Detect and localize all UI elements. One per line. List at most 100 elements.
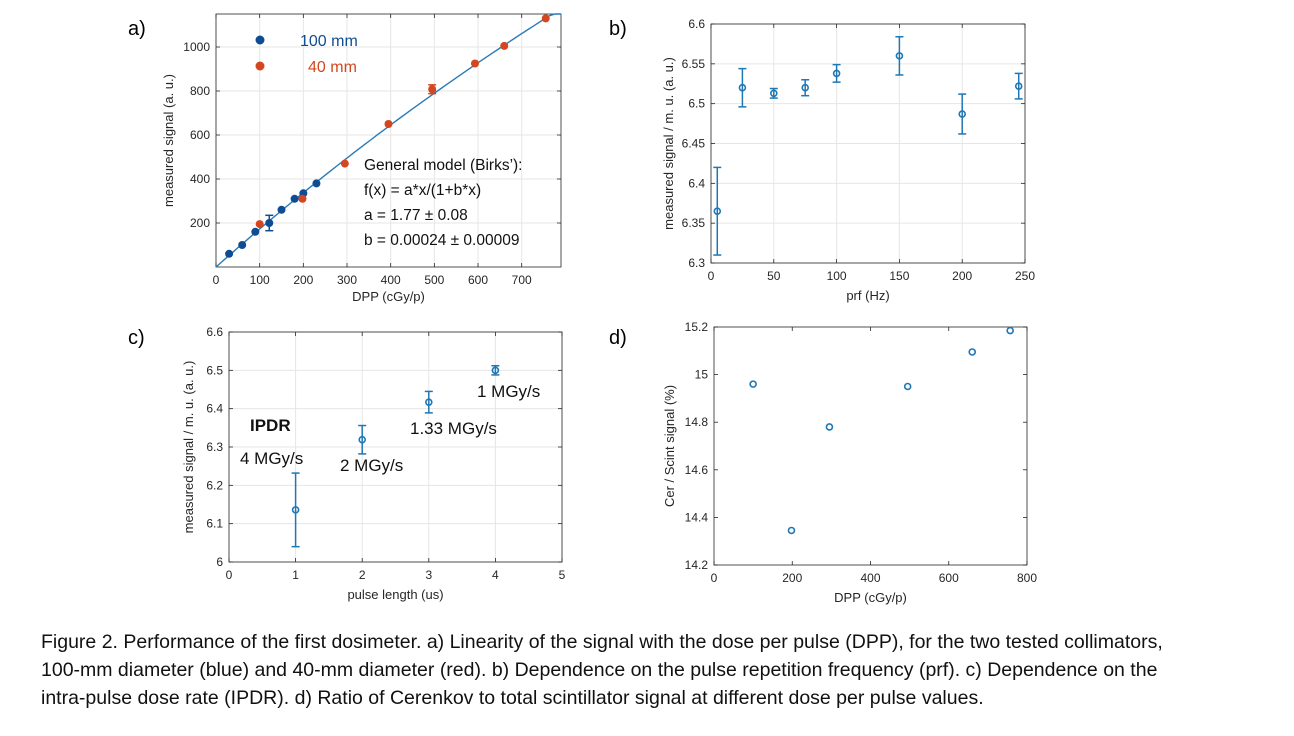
y-tick-label: 6.2 — [206, 478, 223, 492]
y-tick-label: 6.5 — [688, 97, 705, 111]
y-tick-label: 6.3 — [206, 440, 223, 454]
y-tick-label: 800 — [190, 84, 210, 98]
data-point — [713, 207, 722, 216]
data-point — [801, 83, 810, 92]
x-tick-label: 100 — [250, 273, 270, 287]
data-point — [749, 380, 757, 388]
caption-line: intra-pulse dose rate (IPDR). d) Ratio o… — [41, 687, 984, 709]
y-tick-label: 6.3 — [688, 256, 705, 270]
y-tick-label: 6.45 — [682, 137, 706, 151]
data-point — [312, 179, 321, 188]
data-point — [238, 241, 247, 249]
data-point — [255, 220, 264, 229]
model-annotation: General model (Birks’): — [364, 157, 523, 174]
y-tick-label: 14.4 — [685, 510, 709, 524]
model-annotation: a = 1.77 ± 0.08 — [364, 207, 468, 224]
x-tick-label: 3 — [425, 568, 432, 582]
data-point — [225, 249, 234, 258]
data-point — [251, 227, 260, 236]
legend-label: 100 mm — [300, 33, 358, 50]
y-tick-label: 600 — [190, 128, 210, 142]
y-tick-label: 14.2 — [685, 558, 709, 572]
x-tick-label: 400 — [381, 273, 401, 287]
data-point — [290, 194, 299, 203]
x-tick-label: 150 — [889, 269, 909, 283]
y-tick-label: 6.1 — [206, 517, 223, 531]
data-point — [500, 41, 509, 50]
data-point — [825, 423, 834, 431]
panel-a: a) 0 100 200 300 400 500 600 700 200 400 600 800 100… — [128, 13, 562, 304]
y-axis-label: Cer / Scint signal (%) — [662, 385, 677, 507]
data-point — [1014, 82, 1023, 90]
x-tick-label: 300 — [337, 273, 357, 287]
plot-area — [714, 327, 1027, 565]
data-point — [470, 59, 479, 68]
y-axis-label: measured signal (a. u.) — [161, 74, 176, 207]
y-tick-label: 14.6 — [685, 463, 709, 477]
ipdr-label: IPDR — [250, 416, 291, 435]
data-point — [832, 69, 841, 78]
x-tick-label: 400 — [860, 571, 880, 585]
y-axis-label: measured signal / m. u. (a. u.) — [661, 57, 676, 230]
caption-line: 100-mm diameter (blue) and 40-mm diamete… — [41, 659, 1158, 681]
data-point — [769, 89, 778, 98]
data-point — [968, 348, 977, 356]
data-point — [738, 83, 747, 92]
y-tick-label: 6.4 — [688, 176, 705, 190]
data-point — [787, 526, 796, 535]
x-tick-label: 1 — [292, 568, 299, 582]
data-point — [541, 14, 550, 23]
model-annotation: b = 0.00024 ± 0.00009 — [364, 232, 519, 249]
x-tick-label: 0 — [226, 568, 233, 582]
panel-d: d) 0 200 400 600 800 14.2 14.4 14.6 14.8 15 15.2 DP… — [609, 320, 1037, 605]
x-tick-label: 50 — [767, 269, 781, 283]
x-tick-label: 600 — [468, 273, 488, 287]
legend-label: 40 mm — [308, 59, 357, 76]
x-tick-label: 200 — [952, 269, 972, 283]
y-tick-label: 6.5 — [206, 363, 223, 377]
dose-rate-label: 4 MGy/s — [240, 449, 303, 468]
panel-b-letter: b) — [609, 18, 627, 40]
panel-a-letter: a) — [128, 18, 146, 40]
legend-marker — [255, 35, 265, 45]
data-point — [384, 120, 393, 128]
data-point — [958, 110, 967, 118]
panel-d-letter: d) — [609, 327, 627, 349]
data-point — [895, 52, 904, 60]
data-point — [1006, 326, 1014, 335]
x-tick-label: 250 — [1015, 269, 1035, 283]
y-tick-label: 6.4 — [206, 402, 223, 416]
figure: a) 0 100 200 300 400 500 600 700200400600800100… — [128, 13, 1037, 605]
y-tick-label: 200 — [190, 216, 210, 230]
panel-c-letter: c) — [128, 327, 145, 349]
x-tick-label: 700 — [512, 273, 532, 287]
legend-marker — [255, 61, 265, 71]
data-point — [424, 398, 433, 406]
y-tick-label: 6.6 — [206, 325, 223, 339]
caption-line: Figure 2. Performance of the first dosim… — [41, 631, 1163, 653]
data-point — [358, 435, 367, 444]
x-tick-label: 0 — [708, 269, 715, 283]
x-tick-label: 0 — [711, 571, 718, 585]
x-tick-label: 5 — [559, 568, 566, 582]
y-tick-label: 6 — [216, 555, 223, 569]
x-tick-label: 200 — [782, 571, 802, 585]
x-tick-label: 2 — [359, 568, 366, 582]
x-axis-label: DPP (cGy/p) — [834, 590, 907, 605]
data-point — [265, 219, 274, 227]
x-tick-label: 600 — [939, 571, 959, 585]
y-tick-label: 6.55 — [682, 57, 706, 71]
figure-caption: Figure 2. Performance of the first dosim… — [41, 628, 1266, 712]
model-annotation: f(x) = a*x/(1+b*x) — [364, 182, 481, 199]
x-axis-label: DPP (cGy/p) — [352, 289, 425, 304]
y-tick-label: 14.8 — [685, 415, 709, 429]
data-point — [340, 159, 349, 168]
panel-c: c) 0 1 2 3 4 5 6 6.1 6.2 6.3 6.4 6.5 6.6 pulse length… — [128, 325, 566, 602]
data-point — [428, 85, 437, 94]
dose-rate-label: 1 MGy/s — [477, 382, 540, 401]
y-tick-label: 6.6 — [688, 17, 705, 31]
x-tick-label: 4 — [492, 568, 499, 582]
panel-b: b) 0 50 100 150 200 250 6.3 6.35 6.4 6.45 6.5 6.55 6… — [609, 17, 1035, 303]
y-axis-label: measured signal / m. u. (a. u.) — [181, 361, 196, 534]
axes-box — [215, 13, 562, 268]
